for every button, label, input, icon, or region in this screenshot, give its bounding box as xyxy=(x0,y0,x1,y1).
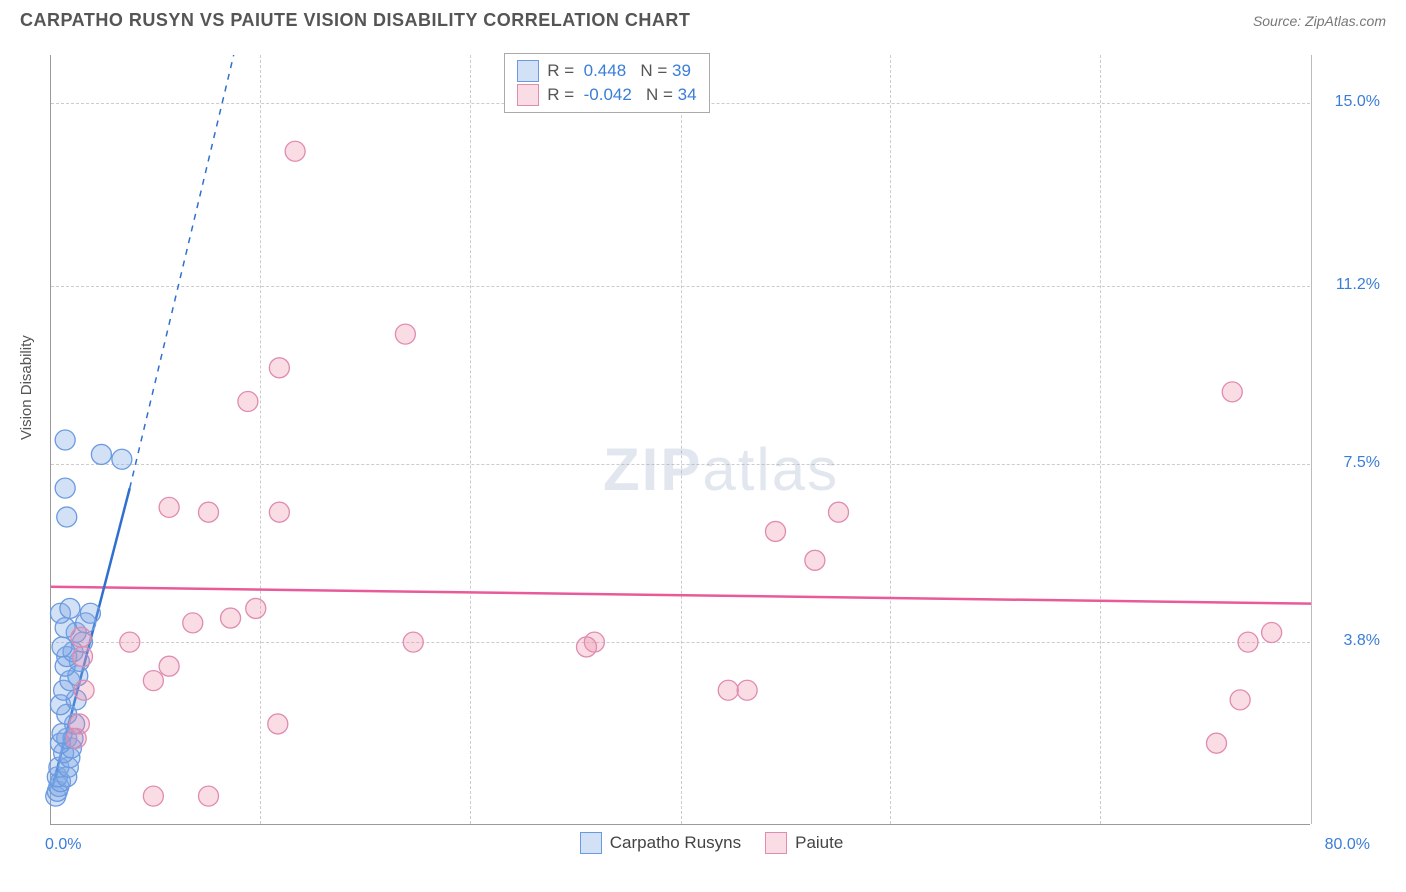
series-legend: Carpatho Rusyns Paiute xyxy=(580,830,844,856)
legend-swatch xyxy=(517,84,539,106)
x-min-label: 0.0% xyxy=(45,836,81,854)
point-paiute xyxy=(71,627,91,647)
point-carpatho xyxy=(80,603,100,623)
point-paiute xyxy=(73,647,93,667)
y-tick-label: 11.2% xyxy=(1320,276,1380,294)
point-paiute xyxy=(269,358,289,378)
chart-plot-area: 3.8%7.5%11.2%15.0%ZIPatlasR = 0.448 N = … xyxy=(50,55,1310,825)
source-label: Source: ZipAtlas.com xyxy=(1253,13,1386,29)
legend-label: Paiute xyxy=(795,833,843,853)
point-paiute xyxy=(403,632,423,652)
legend-stats: R = -0.042 N = 34 xyxy=(547,85,696,105)
point-paiute xyxy=(737,680,757,700)
gridline-v xyxy=(1311,55,1312,824)
point-paiute xyxy=(805,550,825,570)
point-paiute xyxy=(829,502,849,522)
point-paiute xyxy=(120,632,140,652)
point-paiute xyxy=(74,680,94,700)
point-carpatho xyxy=(112,449,132,469)
point-paiute xyxy=(269,502,289,522)
point-paiute xyxy=(238,392,258,412)
chart-title: CARPATHO RUSYN VS PAIUTE VISION DISABILI… xyxy=(20,10,690,31)
point-paiute xyxy=(395,324,415,344)
correlation-legend: R = 0.448 N = 39 R = -0.042 N = 34 xyxy=(504,53,709,113)
trend-line xyxy=(130,55,234,488)
point-paiute xyxy=(183,613,203,633)
point-carpatho xyxy=(57,507,77,527)
point-paiute xyxy=(246,598,266,618)
legend-label: Carpatho Rusyns xyxy=(610,833,741,853)
point-paiute xyxy=(199,502,219,522)
point-paiute xyxy=(1238,632,1258,652)
point-paiute xyxy=(143,786,163,806)
point-paiute xyxy=(199,786,219,806)
point-carpatho xyxy=(60,598,80,618)
point-paiute xyxy=(1262,623,1282,643)
point-paiute xyxy=(718,680,738,700)
point-paiute xyxy=(221,608,241,628)
point-paiute xyxy=(766,521,786,541)
point-carpatho xyxy=(55,430,75,450)
point-paiute xyxy=(1230,690,1250,710)
point-paiute xyxy=(159,497,179,517)
y-axis-label: Vision Disability xyxy=(18,335,35,440)
legend-swatch xyxy=(765,832,787,854)
point-paiute xyxy=(69,714,89,734)
point-paiute xyxy=(1207,733,1227,753)
point-carpatho xyxy=(55,478,75,498)
point-paiute xyxy=(143,671,163,691)
point-carpatho xyxy=(91,444,111,464)
y-tick-label: 15.0% xyxy=(1320,93,1380,111)
legend-swatch xyxy=(517,60,539,82)
legend-stats: R = 0.448 N = 39 xyxy=(547,61,691,81)
point-paiute xyxy=(577,637,597,657)
point-paiute xyxy=(1222,382,1242,402)
y-tick-label: 3.8% xyxy=(1320,632,1380,650)
chart-svg-layer xyxy=(51,55,1311,825)
point-paiute xyxy=(285,141,305,161)
x-max-label: 80.0% xyxy=(1325,836,1370,854)
point-paiute xyxy=(159,656,179,676)
trend-line xyxy=(51,587,1311,604)
y-tick-label: 7.5% xyxy=(1320,454,1380,472)
legend-swatch xyxy=(580,832,602,854)
point-paiute xyxy=(268,714,288,734)
